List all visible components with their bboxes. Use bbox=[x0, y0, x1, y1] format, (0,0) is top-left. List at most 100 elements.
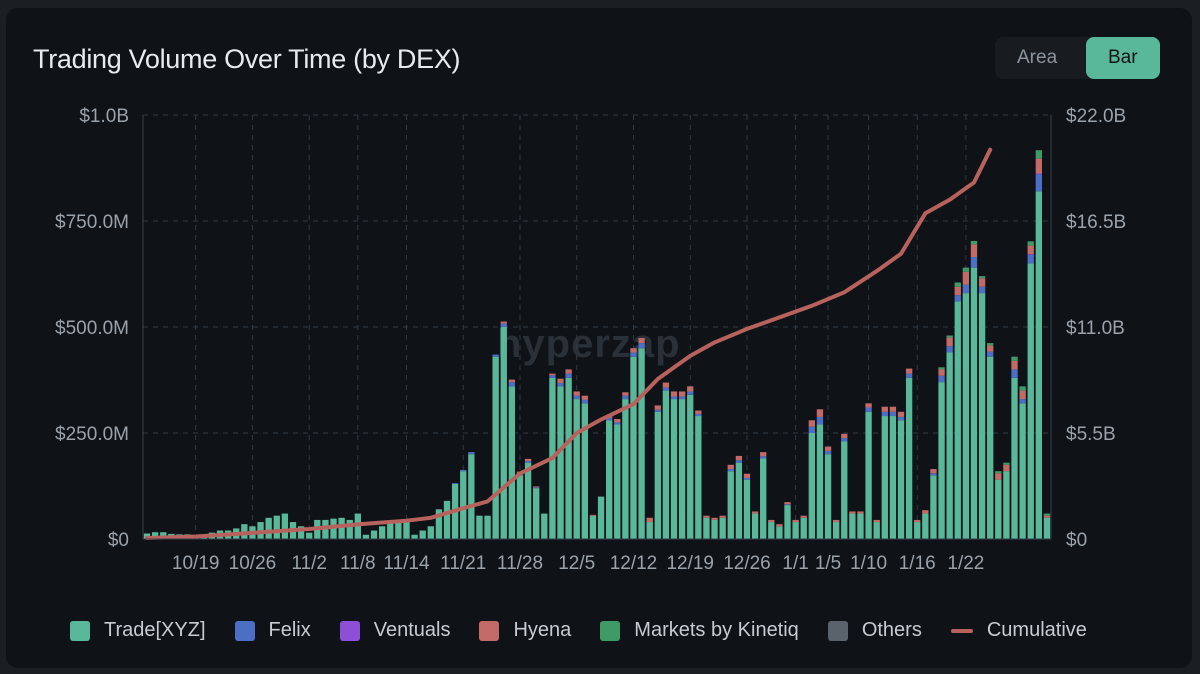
bar-trade-xyz- bbox=[605, 420, 613, 539]
bar-toggle-button[interactable]: Bar bbox=[1086, 37, 1160, 79]
bar-trade-xyz- bbox=[378, 526, 386, 539]
legend-item[interactable]: Others bbox=[827, 619, 922, 642]
bar-trade-xyz- bbox=[573, 399, 580, 539]
bar-hyena bbox=[557, 378, 564, 383]
legend-color-swatch bbox=[234, 620, 255, 641]
bar-hyena bbox=[711, 517, 718, 520]
bar-felix bbox=[1019, 399, 1026, 404]
bar-felix bbox=[970, 257, 978, 268]
bar-felix bbox=[727, 469, 734, 472]
bar-hyena bbox=[938, 369, 945, 376]
bar-hyena bbox=[1019, 390, 1026, 400]
bar-hyena bbox=[533, 486, 540, 488]
bar-trade-xyz- bbox=[662, 390, 670, 539]
bar-trade-xyz- bbox=[508, 386, 516, 539]
bar-felix bbox=[930, 473, 937, 476]
bar-trade-xyz- bbox=[419, 530, 426, 539]
bar-hyena bbox=[905, 368, 913, 374]
bar-hyena bbox=[897, 411, 905, 417]
bar-trade-xyz- bbox=[646, 522, 653, 539]
bar-hyena bbox=[970, 244, 978, 258]
bar-felix bbox=[492, 354, 499, 357]
x-tick-label: 1/5 bbox=[815, 553, 841, 574]
legend-item[interactable]: Felix bbox=[234, 619, 311, 642]
bar-hyena bbox=[735, 455, 743, 461]
x-tick-label: 10/26 bbox=[229, 553, 277, 574]
legend-color-swatch bbox=[70, 620, 90, 641]
legend-item[interactable]: Markets by Kinetiq bbox=[600, 619, 799, 642]
bar-trade-xyz- bbox=[1011, 377, 1018, 539]
bar-trade-xyz- bbox=[411, 534, 418, 539]
bar-felix bbox=[905, 373, 913, 378]
x-tick-label: 11/8 bbox=[340, 553, 376, 574]
bar-hyena bbox=[581, 395, 589, 400]
bar-trade-xyz- bbox=[678, 399, 686, 539]
bar-trade-xyz- bbox=[460, 471, 467, 539]
bar-felix bbox=[549, 375, 556, 378]
y-left-tick-label: $750.0M bbox=[55, 212, 129, 233]
x-tick-label: 12/5 bbox=[558, 553, 595, 574]
legend-item[interactable]: Trade[XYZ] bbox=[70, 619, 206, 642]
x-tick-label: 12/26 bbox=[723, 553, 771, 574]
bar-trade-xyz- bbox=[889, 416, 897, 539]
bar-hyena bbox=[1027, 245, 1034, 255]
bar-hyena bbox=[857, 511, 864, 514]
bar-felix bbox=[670, 396, 678, 400]
bar-trade-xyz- bbox=[695, 416, 702, 539]
bar-hyena bbox=[995, 473, 1002, 480]
bar-hyena bbox=[1011, 360, 1018, 370]
bar-trade-xyz- bbox=[541, 513, 548, 539]
bar-trade-xyz- bbox=[322, 519, 329, 539]
bar-trade-xyz- bbox=[800, 517, 807, 539]
bar-trade-xyz- bbox=[808, 433, 816, 539]
bar-trade-xyz- bbox=[630, 356, 637, 539]
bar-trade-xyz- bbox=[330, 518, 337, 539]
bar-trade-xyz- bbox=[768, 522, 775, 539]
bar-trade-xyz- bbox=[403, 521, 410, 539]
legend-label: Cumulative bbox=[986, 619, 1087, 641]
bar-hyena bbox=[743, 473, 751, 478]
bar-felix bbox=[954, 295, 961, 302]
bar-hyena bbox=[954, 286, 961, 296]
bar-trade-xyz- bbox=[687, 394, 694, 539]
bar-hyena bbox=[922, 510, 929, 514]
bar-markets-by-kinetiq bbox=[1019, 386, 1026, 391]
bar-felix bbox=[889, 411, 897, 417]
bar-trade-xyz- bbox=[435, 509, 443, 539]
bar-felix bbox=[468, 452, 475, 455]
bar-markets-by-kinetiq bbox=[954, 282, 961, 287]
bar-hyena bbox=[751, 511, 759, 514]
area-toggle-button[interactable]: Area bbox=[1017, 47, 1058, 68]
bar-trade-xyz- bbox=[938, 382, 945, 539]
bar-hyena bbox=[727, 464, 734, 470]
legend-line-swatch bbox=[950, 628, 973, 633]
bar-hyena bbox=[622, 392, 629, 396]
bar-hyena bbox=[760, 452, 767, 457]
bar-hyena bbox=[776, 524, 783, 527]
bar-felix bbox=[460, 469, 467, 472]
bar-markets-by-kinetiq bbox=[970, 240, 978, 245]
bar-felix bbox=[451, 483, 459, 484]
bar-hyena bbox=[808, 420, 816, 427]
legend-label: Markets by Kinetiq bbox=[634, 619, 799, 641]
bar-markets-by-kinetiq bbox=[938, 367, 945, 370]
bar-trade-xyz- bbox=[395, 519, 402, 539]
bar-trade-xyz- bbox=[1035, 191, 1043, 539]
bar-trade-xyz- bbox=[597, 496, 605, 539]
bar-trade-xyz- bbox=[484, 515, 491, 539]
legend-item[interactable]: Ventuals bbox=[339, 619, 450, 642]
bar-trade-xyz- bbox=[306, 532, 313, 539]
bar-trade-xyz- bbox=[824, 454, 832, 539]
legend-item[interactable]: Hyena bbox=[479, 619, 571, 642]
bar-felix bbox=[1027, 254, 1034, 264]
x-tick-label: 11/28 bbox=[497, 553, 543, 574]
bar-hyena bbox=[800, 515, 807, 518]
bar-felix bbox=[816, 416, 824, 425]
bar-felix bbox=[938, 375, 945, 383]
bar-trade-xyz- bbox=[946, 352, 953, 539]
bar-trade-xyz- bbox=[670, 399, 678, 539]
bar-trade-xyz- bbox=[338, 517, 345, 539]
legend-label: Trade[XYZ] bbox=[104, 619, 206, 641]
bar-trade-xyz- bbox=[533, 488, 540, 539]
legend-item[interactable]: Cumulative bbox=[950, 619, 1087, 642]
